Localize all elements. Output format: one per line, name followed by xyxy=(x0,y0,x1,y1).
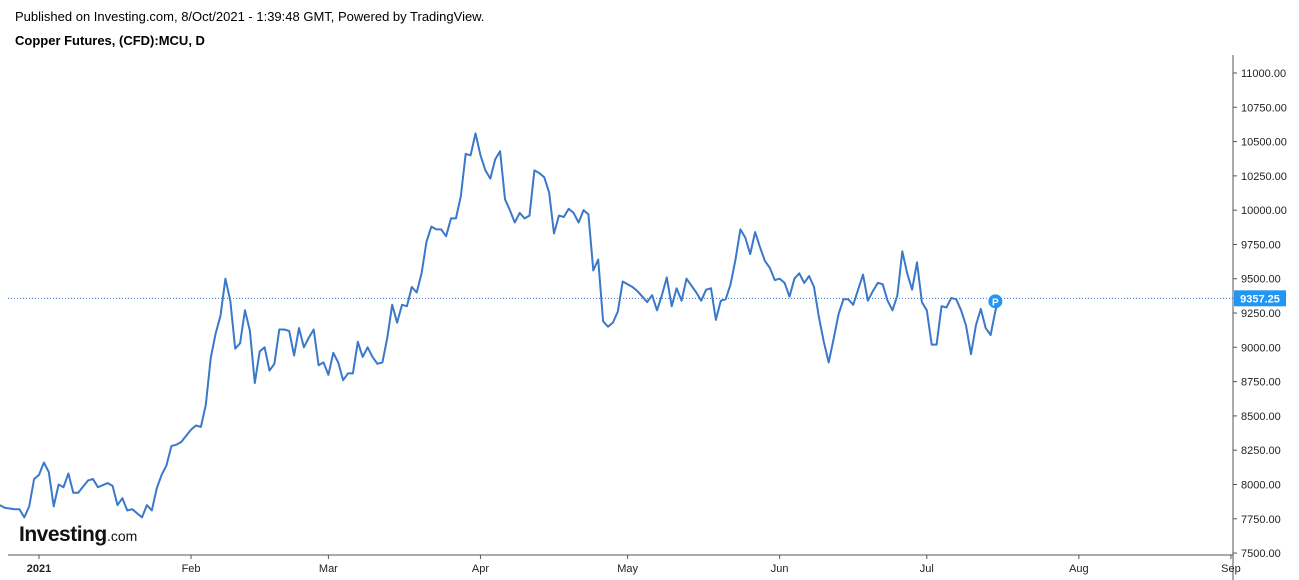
x-tick-label: Apr xyxy=(472,563,489,575)
y-tick-label: 7750.00 xyxy=(1241,514,1281,526)
overlay: 9357.25 P xyxy=(8,290,1286,309)
y-tick-label: 9500.00 xyxy=(1241,274,1281,286)
y-tick-label: 10000.00 xyxy=(1241,205,1287,217)
price-badge-label: P xyxy=(992,297,999,308)
price-axis: 11000.00 10750.00 10500.00 10250.00 10000.00… xyxy=(1232,55,1287,580)
y-tick-label: 8500.00 xyxy=(1241,411,1281,423)
last-price-box xyxy=(1234,290,1286,307)
x-tick-label: Jul xyxy=(920,563,934,575)
x-tick-label: Aug xyxy=(1069,563,1089,575)
plot-area xyxy=(0,132,1002,519)
y-tick-label: 11000.00 xyxy=(1241,68,1286,80)
y-tick-label: 9750.00 xyxy=(1241,239,1281,251)
logo-suffix: .com xyxy=(107,528,137,544)
y-tick-label: 8750.00 xyxy=(1241,377,1281,389)
x-tick-label: Sep xyxy=(1221,563,1241,575)
y-tick-label: 10750.00 xyxy=(1241,102,1287,114)
x-tick-label: Mar xyxy=(319,563,338,575)
investing-logo: Investing .com xyxy=(19,523,137,546)
logo-brand: Investing xyxy=(19,523,107,546)
y-tick-label: 8000.00 xyxy=(1241,479,1281,491)
price-series-line xyxy=(0,132,1002,519)
y-tick-label: 9250.00 xyxy=(1241,308,1281,320)
y-tick-label: 7500.00 xyxy=(1241,548,1281,560)
publish-info: Published on Investing.com, 8/Oct/2021 -… xyxy=(15,9,485,24)
y-tick-label: 10500.00 xyxy=(1241,137,1287,149)
x-tick-label: May xyxy=(617,563,638,575)
y-tick-label: 10250.00 xyxy=(1241,171,1287,183)
last-price-label: 9357.25 xyxy=(1240,293,1280,305)
x-tick-label: 2021 xyxy=(27,563,51,575)
time-axis: 2021FebMarAprMayJunJulAugSepOct xyxy=(8,554,1241,575)
chart-title: Copper Futures, (CFD):MCU, D xyxy=(15,33,205,48)
y-tick-label: 9000.00 xyxy=(1241,342,1281,354)
x-tick-label: Jun xyxy=(771,563,789,575)
x-tick-label: Feb xyxy=(182,563,201,575)
y-tick-label: 8250.00 xyxy=(1241,445,1281,457)
price-badge[interactable] xyxy=(988,294,1003,309)
